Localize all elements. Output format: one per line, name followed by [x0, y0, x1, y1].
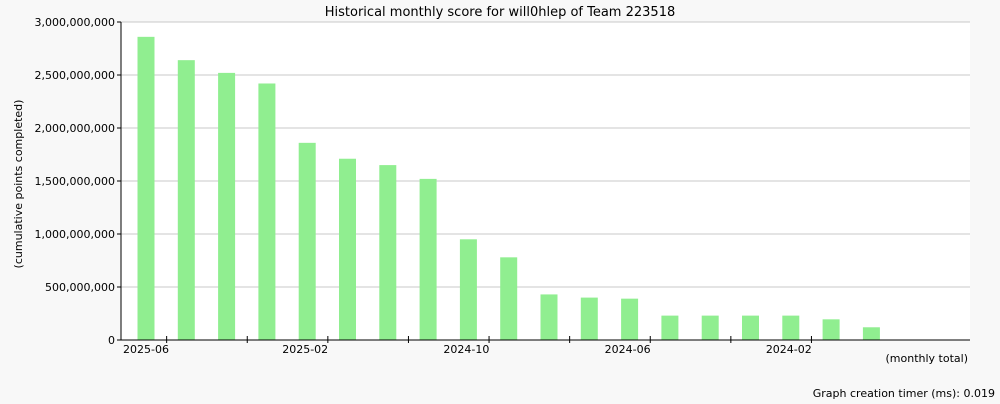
bar-2024-04	[701, 315, 719, 340]
bar-2025-03	[258, 83, 276, 340]
y-tick-label: 2,000,000,000	[35, 122, 115, 135]
x-tick-label: 2024-02	[766, 343, 812, 356]
y-tick-label: 2,500,000,000	[35, 69, 115, 82]
x-tick-label: 2024-06	[605, 343, 651, 356]
y-tick-label: 500,000,000	[45, 281, 115, 294]
bar-2024-12	[379, 165, 397, 340]
bar-2024-02	[782, 315, 800, 340]
bar-2024-05	[661, 315, 679, 340]
x-tick-label: 2024-10	[443, 343, 489, 356]
bar-2025-06	[137, 36, 155, 341]
y-tick-label: 1,500,000,000	[35, 175, 115, 188]
bar-2024-11	[419, 178, 437, 340]
y-tick-label: 3,000,000,000	[35, 16, 115, 29]
bar-2024-09	[500, 257, 518, 340]
y-tick-label: 1,000,000,000	[35, 228, 115, 241]
bar-2024-10	[459, 239, 477, 340]
bar-2024-06	[621, 298, 639, 340]
bars-group	[137, 36, 880, 341]
x-tick-label: 2025-02	[282, 343, 328, 356]
y-ticks: 0 500,000,000 1,000,000,000 1,500,000,000 2,…	[35, 16, 121, 347]
bar-2025-02	[298, 142, 316, 340]
x-ticks: 2025-06 2025-02 2024-10 2024-06 2024-02	[123, 336, 812, 356]
bar-2025-04	[218, 72, 236, 340]
y-axis-label: (cumulative points completed)	[12, 100, 25, 269]
chart-title: Historical monthly score for will0hlep o…	[325, 5, 675, 20]
bar-2024-08	[540, 294, 558, 340]
bar-2024-03	[742, 315, 759, 340]
bar-2025-01	[339, 158, 356, 340]
timer-footer: Graph creation timer (ms): 0.019	[813, 387, 995, 400]
bar-2025-05	[177, 60, 195, 340]
bar-2024-01	[822, 319, 840, 340]
x-tick-label: 2025-06	[123, 343, 169, 356]
y-tick-label: 0	[108, 334, 115, 347]
x-axis-label: (monthly total)	[886, 352, 969, 365]
bar-2024-07	[580, 297, 598, 340]
bar-2023-12	[862, 327, 880, 340]
